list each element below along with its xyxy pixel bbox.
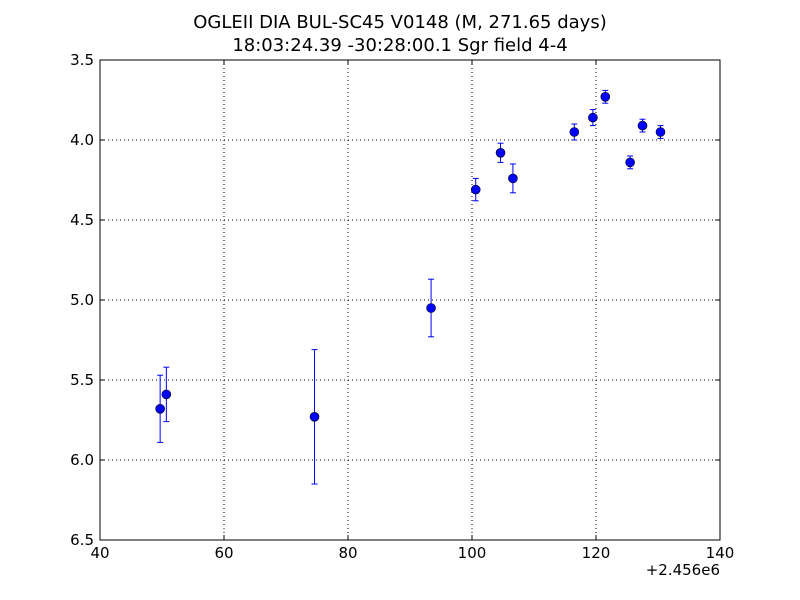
data-points bbox=[155, 89, 666, 485]
x-tick-label: 60 bbox=[214, 544, 233, 562]
y-tick-label: 4.0 bbox=[70, 131, 94, 149]
x-offset-label: +2.456e6 bbox=[646, 561, 720, 579]
data-point bbox=[495, 148, 506, 158]
x-tick-label: 40 bbox=[90, 544, 109, 562]
data-point bbox=[426, 303, 436, 313]
data-point bbox=[309, 411, 320, 422]
data-point bbox=[600, 92, 611, 102]
axis-ticks: 40 60 80 100 120 140 3.5 4.0 4.5 5.0 5.5 6.0 6.5 bbox=[70, 51, 734, 562]
y-tick-label: 6.0 bbox=[70, 451, 94, 469]
data-point bbox=[470, 184, 481, 195]
y-tick-label: 3.5 bbox=[70, 51, 94, 69]
y-tick-label: 6.5 bbox=[70, 531, 94, 549]
data-point bbox=[569, 127, 580, 137]
data-point bbox=[588, 112, 598, 123]
x-tick-label: 140 bbox=[706, 544, 735, 562]
x-tick-label: 80 bbox=[338, 544, 357, 562]
y-tick-label: 4.5 bbox=[70, 211, 94, 229]
chart-title-line-2: 18:03:24.39 -30:28:00.1 Sgr field 4-4 bbox=[232, 35, 568, 56]
x-tick-label: 100 bbox=[458, 544, 487, 562]
data-point bbox=[637, 120, 648, 131]
grid bbox=[100, 60, 720, 540]
data-point bbox=[625, 157, 635, 168]
y-tick-label: 5.0 bbox=[70, 291, 94, 309]
chart-title-line-1: OGLEII DIA BUL-SC45 V0148 (M, 271.65 day… bbox=[193, 12, 607, 33]
data-point bbox=[161, 389, 172, 400]
data-point bbox=[508, 173, 518, 184]
y-tick-label: 5.5 bbox=[70, 371, 94, 389]
x-tick-label: 120 bbox=[582, 544, 611, 562]
data-point bbox=[155, 403, 165, 414]
data-point bbox=[655, 127, 666, 137]
